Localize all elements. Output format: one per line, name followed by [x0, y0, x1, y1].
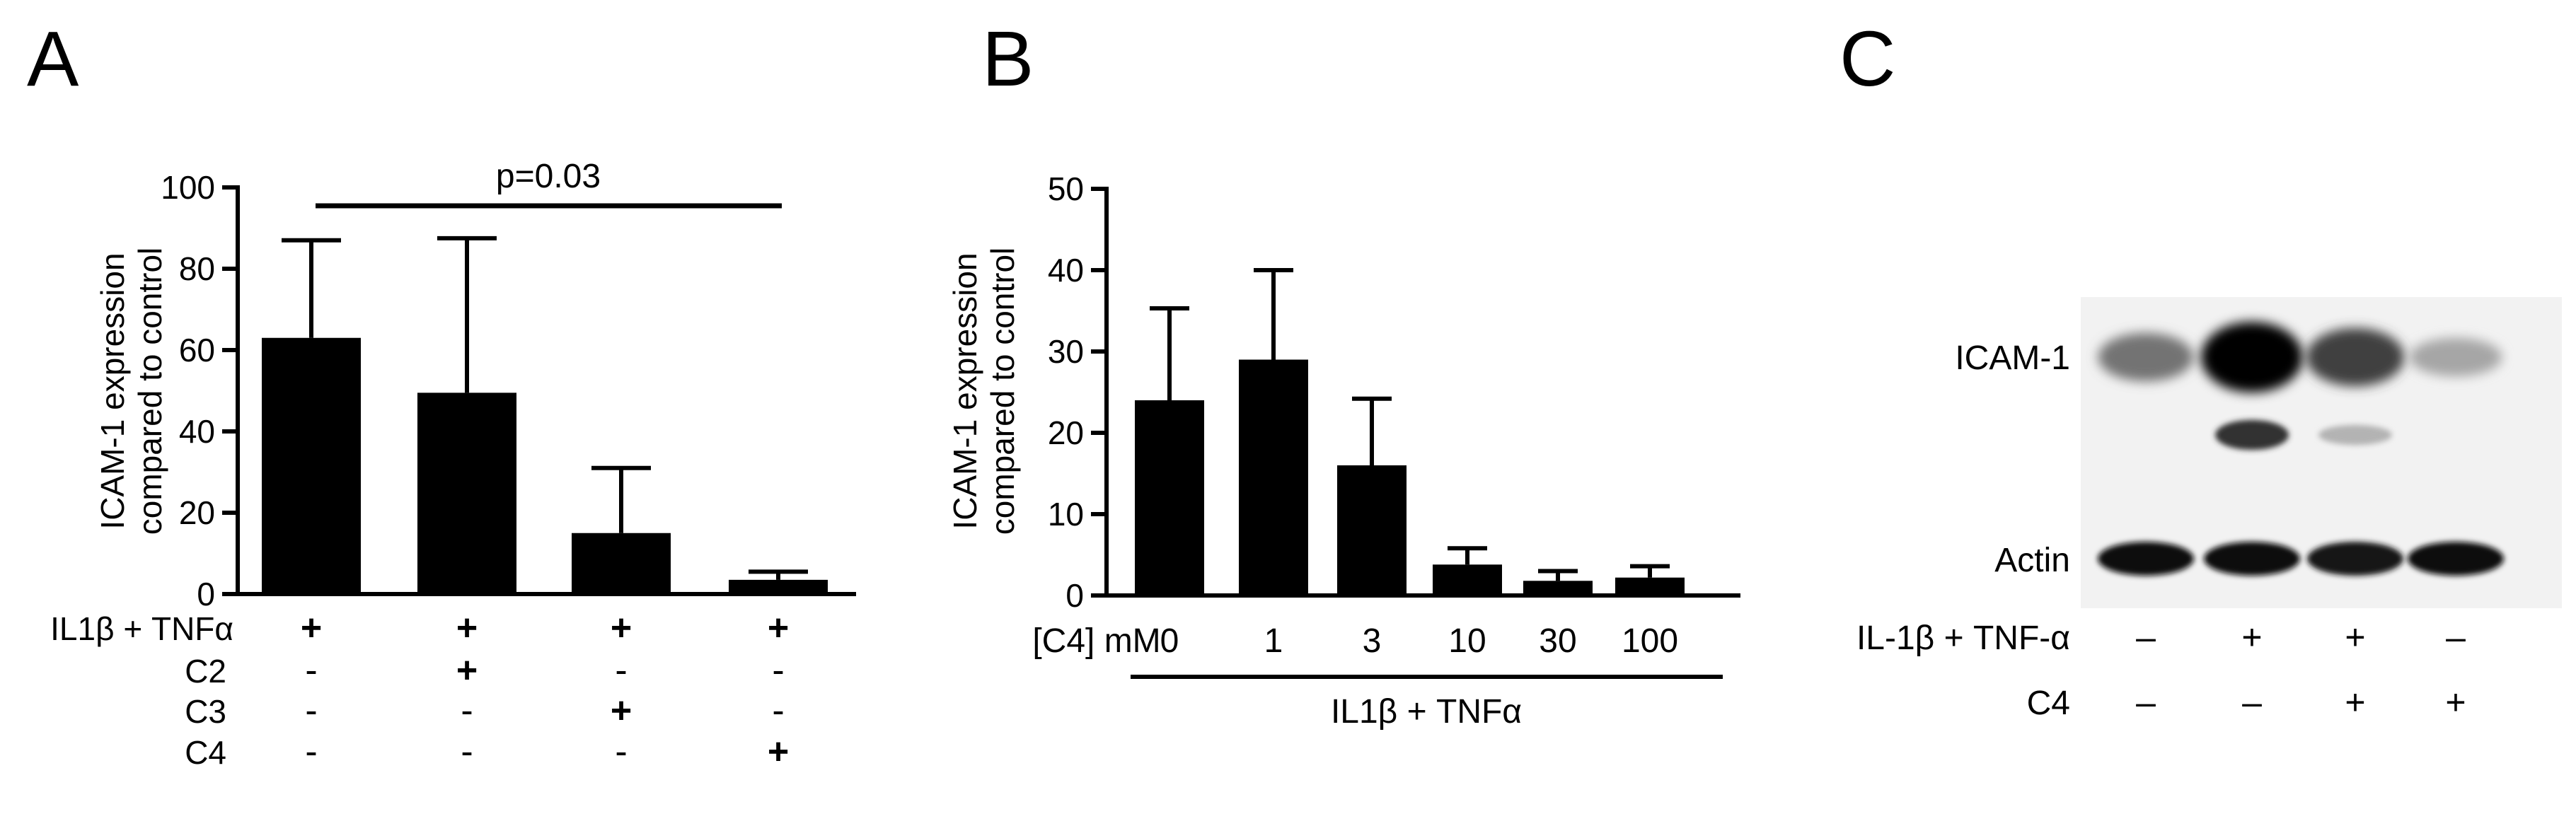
icam1-band	[2201, 322, 2303, 393]
y-tick-label: 80	[179, 250, 215, 287]
y-tick-label: 60	[179, 332, 215, 368]
treatment-mark: +	[2241, 617, 2262, 657]
y-tick-label: 0	[1065, 577, 1084, 614]
y-tick-label: 40	[1048, 252, 1084, 289]
y-axis-label-b-line2: compared to control	[984, 248, 1021, 535]
treatment-mark: -	[461, 690, 473, 731]
bar	[417, 393, 516, 594]
treatment-mark: +	[611, 607, 632, 649]
treatment-row-label: IL1β + TNFα	[50, 610, 233, 647]
bar	[1135, 400, 1204, 595]
treatment-mark: –	[2242, 682, 2262, 722]
bar	[1615, 577, 1685, 595]
x-tick-label: 100	[1622, 622, 1678, 660]
treatment-mark: +	[2345, 617, 2365, 657]
treatment-mark: +	[2345, 682, 2365, 722]
treatment-mark: -	[305, 731, 317, 772]
treatment-mark: –	[2446, 617, 2466, 657]
band-label-icam1: ICAM-1	[1955, 339, 2070, 377]
bar	[1239, 359, 1308, 595]
actin-band	[2098, 542, 2194, 576]
x-tick-label: 3	[1363, 622, 1382, 660]
treatment-mark: -	[461, 731, 473, 772]
treatment-row-label: C3	[185, 693, 226, 730]
lower-band	[2318, 424, 2392, 446]
treatment-row-label: C4	[2027, 685, 2070, 722]
icam1-band	[2098, 332, 2194, 382]
treatment-mark: +	[611, 690, 632, 731]
actin-band	[2204, 542, 2300, 576]
treatment-mark: -	[615, 650, 627, 691]
western-blot-c: ICAM-1 Actin IL-1β + TNF-α – + + – C4 – – + +	[1856, 297, 2562, 722]
panel-c-letter: C	[1839, 16, 1896, 103]
x-tick-label: 30	[1539, 622, 1576, 660]
panel-b-letter: B	[982, 16, 1034, 103]
band-label-actin: Actin	[1994, 542, 2070, 579]
treatment-mark: –	[2136, 682, 2156, 722]
bar	[262, 337, 361, 594]
y-tick-label: 10	[1048, 496, 1084, 533]
treatment-row-label: IL-1β + TNF-α	[1856, 620, 2070, 657]
treatment-mark: +	[456, 650, 478, 691]
x-prefix-label-b: [C4] mM	[1032, 622, 1160, 660]
x-tick-label: 0	[1160, 622, 1179, 660]
treatment-mark: -	[772, 690, 784, 731]
bar	[1433, 564, 1502, 595]
bar	[1523, 581, 1593, 595]
treatment-mark: -	[305, 690, 317, 731]
y-tick-label: 20	[1048, 414, 1084, 451]
treatment-mark: +	[768, 607, 789, 649]
actin-band	[2408, 542, 2504, 576]
y-tick-label: 100	[161, 169, 215, 206]
y-tick-label: 50	[1048, 170, 1084, 207]
panel-a-letter: A	[27, 16, 79, 103]
significance-label-a: p=0.03	[496, 158, 601, 195]
y-tick-label: 0	[197, 576, 215, 612]
y-axis-label-a-line2: compared to control	[132, 248, 168, 535]
x-tick-label: 10	[1448, 622, 1486, 660]
actin-band	[2307, 542, 2403, 576]
treatment-mark: +	[301, 607, 322, 649]
treatment-mark: -	[615, 731, 627, 772]
y-axis-label-a-line1: ICAM-1 expression	[94, 252, 131, 529]
y-tick-label: 20	[179, 494, 215, 531]
bar	[572, 533, 671, 594]
icam1-band	[2409, 337, 2502, 377]
treatment-mark: -	[305, 650, 317, 691]
y-tick-label: 30	[1048, 333, 1084, 370]
bar	[729, 579, 828, 594]
chart-a: 0 20 40 60 80 100 ICAM-1 expression compared …	[50, 158, 856, 772]
treatment-mark: –	[2136, 617, 2156, 657]
treatment-mark: +	[456, 607, 478, 649]
group-label-b: IL1β + TNFα	[1331, 693, 1522, 731]
treatment-mark: +	[2445, 682, 2466, 722]
lower-band	[2215, 419, 2289, 450]
treatment-row-label: C4	[185, 734, 226, 771]
y-tick-label: 40	[179, 413, 215, 450]
y-axis-label-b-line1: ICAM-1 expression	[947, 252, 983, 529]
bar	[1337, 465, 1407, 595]
icam1-band	[2306, 327, 2405, 387]
treatment-mark: -	[772, 650, 784, 691]
treatment-row-label: C2	[185, 653, 226, 690]
treatment-mark: +	[768, 731, 789, 772]
x-tick-label: 1	[1264, 622, 1283, 660]
